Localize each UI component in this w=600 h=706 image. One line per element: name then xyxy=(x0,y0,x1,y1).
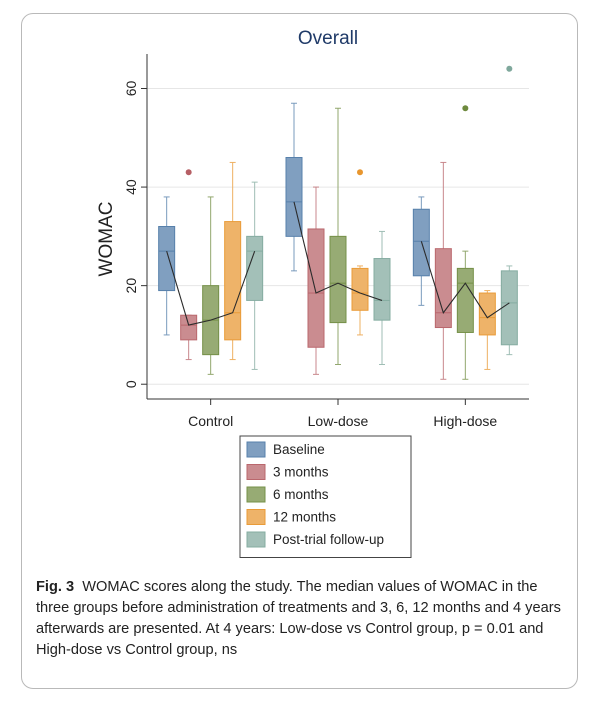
box-3-months-control xyxy=(180,169,198,361)
legend-item: Post-trial follow-up xyxy=(246,531,384,548)
box-3-months-low-dose xyxy=(307,186,325,375)
legend-box xyxy=(239,435,412,558)
outlier-point xyxy=(185,169,192,176)
legend-item: 12 months xyxy=(246,509,336,525)
legend-swatch xyxy=(246,486,266,503)
box-12-months-control xyxy=(224,161,242,361)
box-12-months-high-dose xyxy=(478,290,496,370)
x-tick-label: Low-dose xyxy=(308,413,369,429)
x-tick-label: High-dose xyxy=(433,413,497,429)
figure-label: Fig. 3 xyxy=(36,579,75,595)
legend-item: Baseline xyxy=(246,441,325,458)
legend-swatch xyxy=(246,441,266,458)
legend-swatch xyxy=(246,509,266,525)
legend-item: 3 months xyxy=(246,464,329,480)
median-trend-line xyxy=(293,201,383,301)
legend: Baseline 3 months 6 months 12 months Post-tr… xyxy=(239,435,412,558)
box-body xyxy=(434,248,452,329)
x-tick-label: Control xyxy=(188,413,233,429)
figure-caption: Fig. 3 WOMAC scores along the study. The… xyxy=(36,577,566,661)
box-body xyxy=(351,267,369,311)
box-post-trial-follow-up-high-dose xyxy=(500,65,518,356)
outlier-point xyxy=(462,105,469,112)
y-tick-label: 20 xyxy=(123,278,139,294)
legend-label: 6 months xyxy=(273,487,329,502)
median-trend-line xyxy=(166,250,256,326)
box-body xyxy=(224,221,242,341)
y-axis-label: WOMAC xyxy=(96,202,117,277)
boxplot-chart: Overall WOMAC 0 20 40 60 Control Low-dose High… xyxy=(96,28,529,558)
legend-item: 6 months xyxy=(246,486,329,503)
box-baseline-high-dose xyxy=(412,196,430,306)
box-body xyxy=(158,226,176,292)
box-body xyxy=(373,258,391,321)
y-tick-label: 40 xyxy=(123,179,139,195)
outlier-point xyxy=(357,169,363,176)
box-post-trial-follow-up-control xyxy=(246,181,264,370)
box-body xyxy=(456,267,474,333)
box-6-months-control xyxy=(202,196,220,375)
box-baseline-low-dose xyxy=(285,102,303,272)
chart-title: Overall xyxy=(298,28,358,49)
legend-label: Baseline xyxy=(273,442,325,457)
box-body xyxy=(478,292,496,336)
box-body xyxy=(180,314,198,341)
box-body xyxy=(246,235,264,301)
box-baseline-control xyxy=(158,196,176,336)
box-12-months-low-dose xyxy=(351,169,369,336)
plot-area: 0 20 40 60 Control Low-dose High-dose xyxy=(123,54,529,429)
legend-label: 12 months xyxy=(273,510,336,525)
outlier-point xyxy=(506,65,513,72)
box-3-months-high-dose xyxy=(434,161,452,380)
box-body xyxy=(329,235,347,324)
box-body xyxy=(500,270,518,346)
box-6-months-high-dose xyxy=(456,105,474,380)
y-tick-label: 0 xyxy=(123,380,139,388)
legend-swatch xyxy=(246,464,266,480)
figure-card: Overall WOMAC 0 20 40 60 Control Low-dose High… xyxy=(21,13,578,689)
box-post-trial-follow-up-low-dose xyxy=(373,230,391,365)
legend-label: Post-trial follow-up xyxy=(273,532,384,547)
legend-label: 3 months xyxy=(273,465,329,480)
figure-caption-text: WOMAC scores along the study. The median… xyxy=(36,579,561,658)
box-6-months-low-dose xyxy=(329,107,347,365)
median-trend-line xyxy=(420,241,510,319)
legend-swatch xyxy=(246,531,266,548)
box-body xyxy=(307,228,325,348)
y-tick-label: 60 xyxy=(123,81,139,97)
